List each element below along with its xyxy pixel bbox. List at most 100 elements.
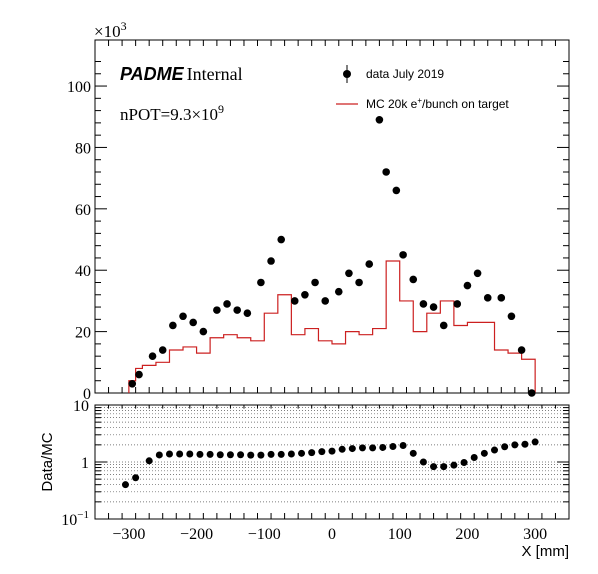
ratio-point [226,451,234,459]
top-axes: 0 20 40 60 80 100 [67,40,570,403]
ratio-point [409,449,417,457]
ratio-point [165,450,173,458]
data-point [463,281,472,290]
data-point [135,370,143,379]
ratio-point [399,441,407,449]
legend-mc-label: MC 20k e+/bunch on target [366,96,509,111]
data-point [301,290,309,299]
data-point [290,297,299,305]
data-point [128,379,137,388]
ratio-point [247,451,255,459]
ratio-point [237,451,245,459]
ratio-point [287,450,295,458]
ratio-axes: −300 −200 −100 0 100 200 300 10 1 10−1 [61,398,570,543]
data-point [345,269,353,278]
data-point [355,278,363,287]
data-points-layer [128,116,536,397]
ratio-point [267,450,275,458]
x-tick-label: −300 [112,526,145,543]
x-tick-label: 100 [388,526,412,543]
data-point [382,168,390,176]
ratio-y-tick-label: 10−1 [61,509,89,529]
ratio-points-layer [121,438,539,489]
data-point [158,346,167,354]
data-point [223,300,231,308]
ratio-point [440,463,448,471]
ratio-point [480,449,488,457]
mc-histogram-layer [128,260,536,393]
ratio-point [379,443,387,451]
x-tick-label: −100 [248,526,281,543]
ratio-point [358,444,366,452]
mc-histogram-step [128,260,536,393]
data-point [473,269,482,278]
data-point [527,389,536,397]
ratio-point [257,451,265,459]
data-point [199,327,208,336]
ratio-point [511,441,519,449]
ratio-point [348,445,356,453]
data-point [233,306,241,314]
ratio-point [338,445,346,453]
ratio-y-tick-label: 10 [73,398,89,415]
data-point [189,318,197,327]
ratio-grid [95,407,569,503]
y-tick-label: 0 [83,386,91,403]
data-point [321,297,330,305]
data-point [179,312,187,321]
ratio-point [369,444,377,452]
ratio-point [460,459,468,467]
data-point [365,260,374,268]
y-tick-label: 20 [75,325,91,342]
y-tick-label: 80 [75,140,91,157]
ratio-point [298,449,306,457]
data-point [399,251,407,259]
experiment-label: PADME Internal [120,64,243,84]
legend-data-label: data July 2019 [366,67,444,81]
data-point [257,278,265,287]
data-point [311,278,319,287]
data-point [507,312,516,321]
data-point [392,186,401,195]
data-point [419,300,428,308]
ratio-point [196,450,204,458]
ratio-point [531,438,539,446]
legend: data July 2019 MC 20k e+/bunch on target [336,65,509,111]
ratio-point [186,450,194,458]
ratio-point [206,450,214,458]
ratio-point [121,481,129,489]
ratio-point [132,474,140,482]
ratio-point [277,450,285,458]
top-plot-frame [94,39,570,394]
x-tick-label: 0 [328,526,336,543]
ratio-y-axis-label: Data/MC [39,432,56,491]
npot-annotation: nPOT=9.3×109 [120,102,224,124]
ratio-point [389,443,397,451]
data-point [483,294,492,302]
data-point [243,309,252,317]
data-point [497,294,506,302]
ratio-point [501,443,509,451]
ratio-point [145,457,153,465]
data-point [277,235,286,244]
x-tick-label: 200 [455,526,479,543]
data-point [375,116,384,124]
data-point [267,257,275,265]
y-tick-label: 40 [75,263,91,280]
ratio-point [318,448,326,456]
ratio-point [521,440,529,448]
ratio-point [419,458,427,466]
ratio-point [470,453,478,461]
x-tick-label: −200 [180,526,213,543]
data-point [409,275,418,284]
ratio-point [491,446,499,454]
ratio-y-tick-label: 1 [81,455,89,472]
data-point [453,300,462,308]
ratio-point [155,451,163,459]
x-axis-label: X [mm] [522,543,570,560]
ratio-point [430,463,438,471]
y-tick-label: 100 [67,79,91,96]
y-multiplier: ×103 [94,19,127,41]
data-point [213,306,221,314]
